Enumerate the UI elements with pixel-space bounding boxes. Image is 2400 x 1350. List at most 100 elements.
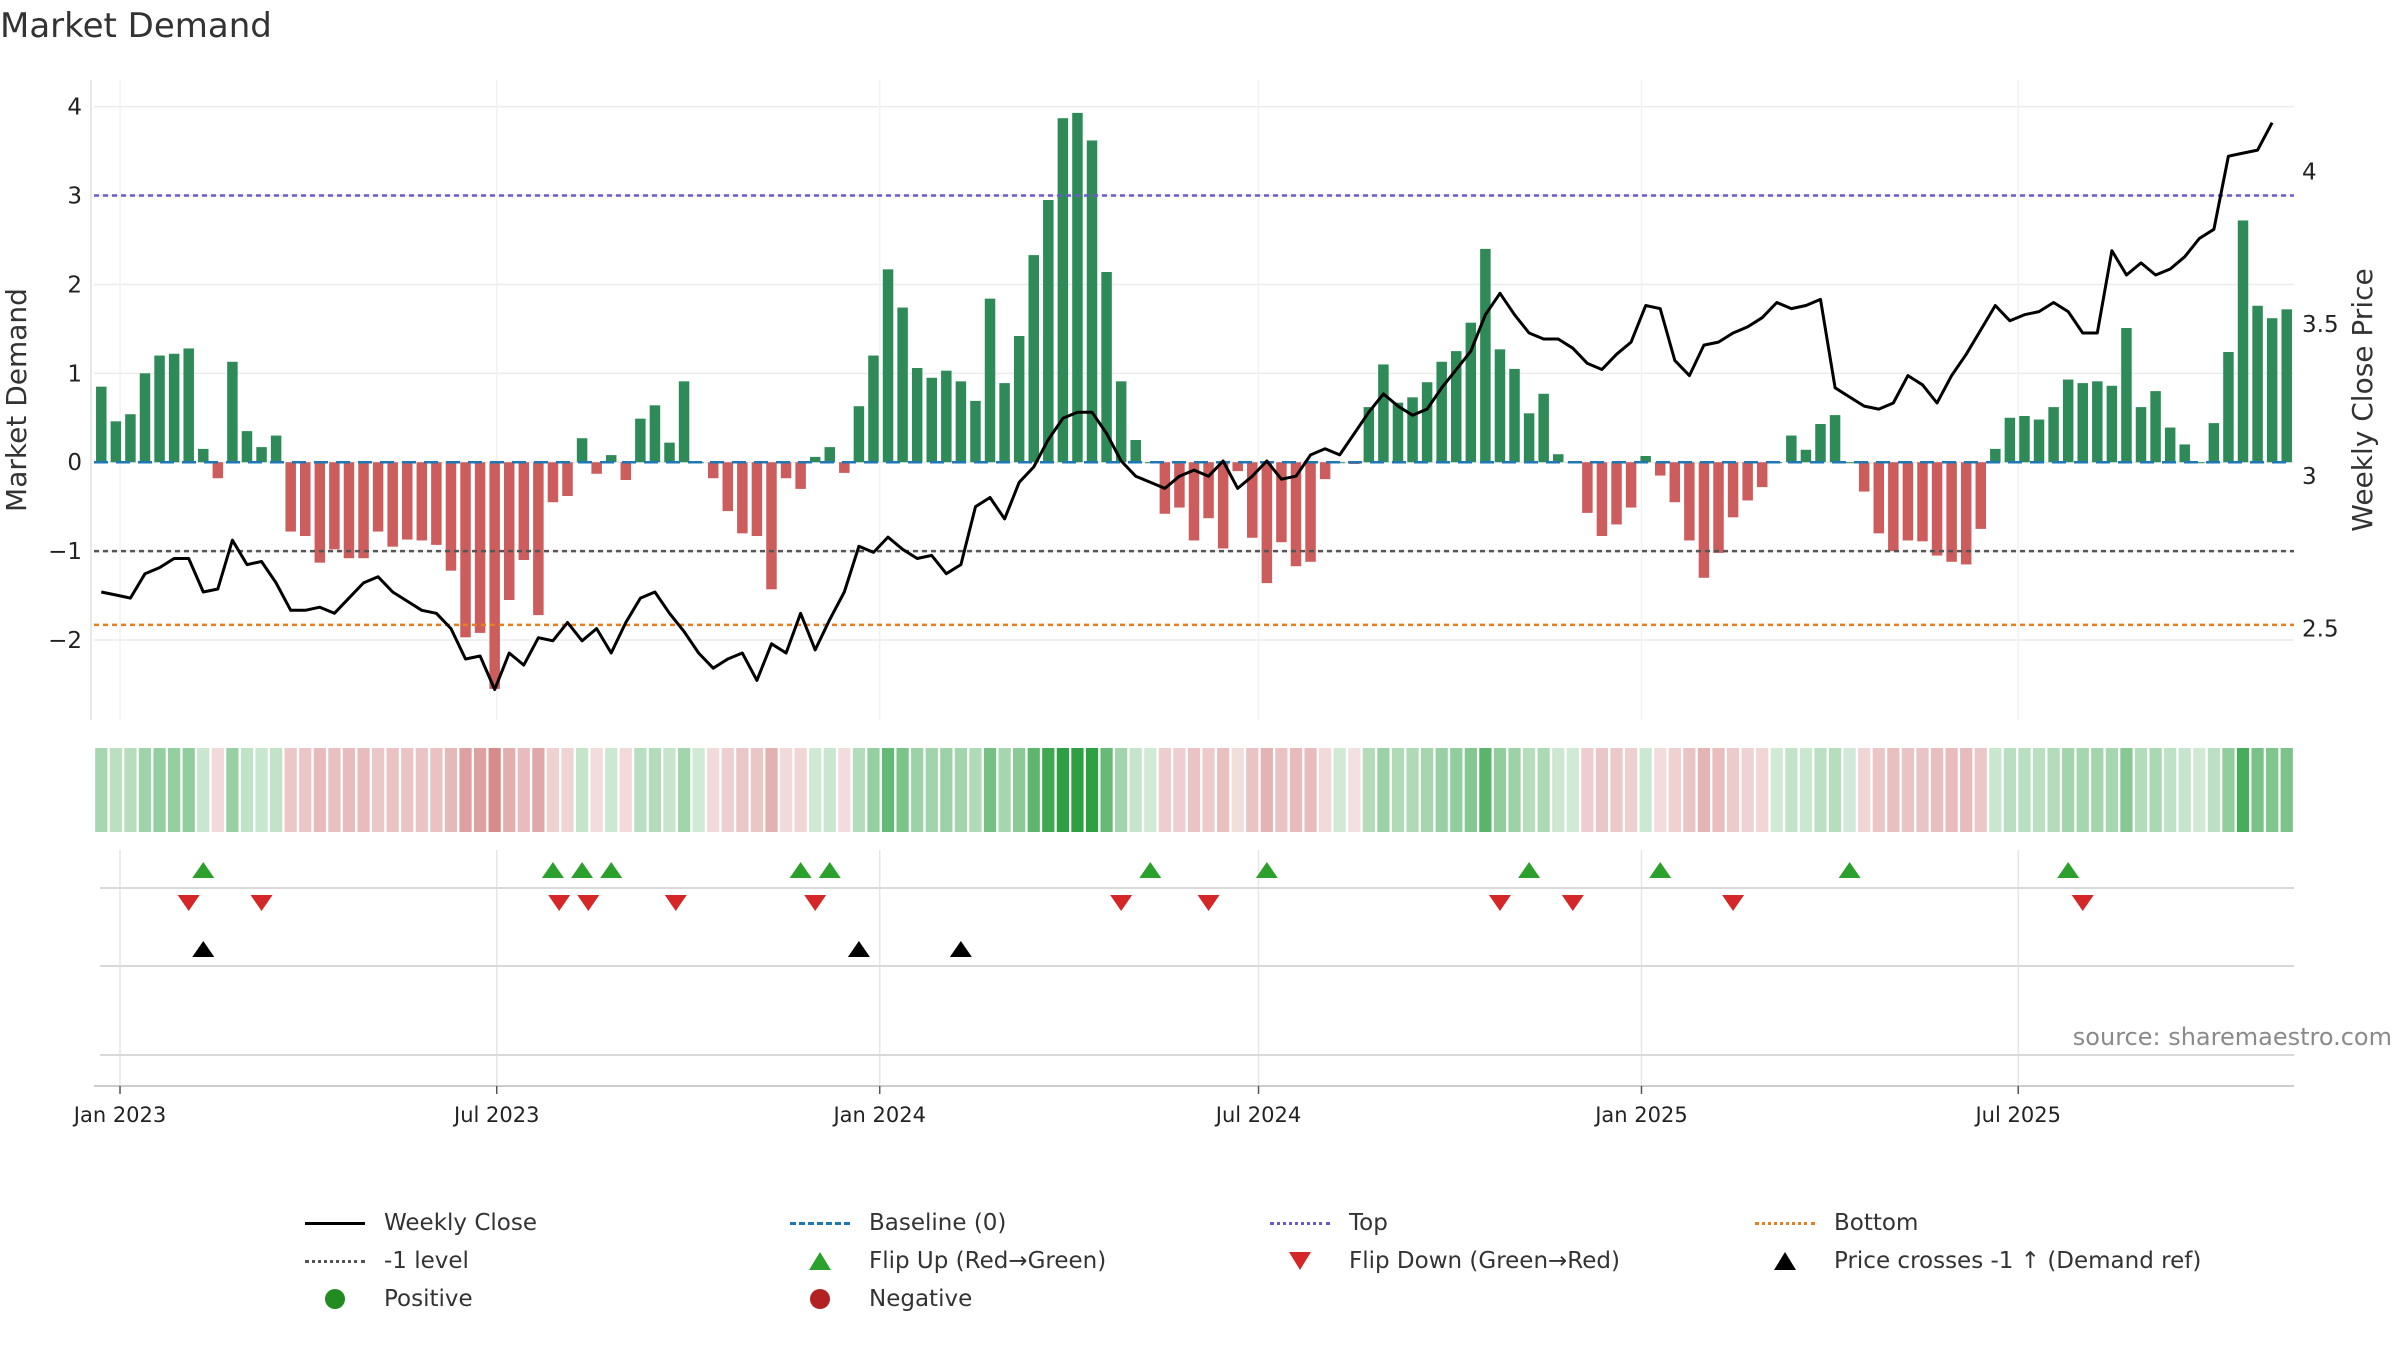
heat-cell xyxy=(109,748,122,832)
heat-cell xyxy=(721,748,734,832)
demand-bar xyxy=(1407,397,1418,463)
heat-cell xyxy=(619,748,632,832)
demand-bar xyxy=(1917,462,1928,542)
heat-cell xyxy=(707,748,720,832)
demand-bar xyxy=(1305,462,1316,562)
demand-bar xyxy=(1115,381,1127,463)
demand-bar xyxy=(416,462,428,541)
heat-cell xyxy=(2236,748,2250,832)
legend-item-negative: Negative xyxy=(785,1286,972,1312)
demand-bar xyxy=(1013,336,1025,463)
heat-cell xyxy=(1202,748,1215,832)
demand-bar xyxy=(1873,462,1885,534)
heat-cell xyxy=(896,748,909,832)
demand-bar xyxy=(1698,462,1710,578)
heat-cell xyxy=(1916,748,1929,832)
heat-cell xyxy=(2178,748,2191,832)
demand-bar xyxy=(1902,462,1914,541)
y-tick-label: 4 xyxy=(67,95,82,121)
flip-down-marker xyxy=(804,895,827,911)
reference-lines xyxy=(94,194,2294,627)
y2-axis-label: Weekly Close Price xyxy=(2346,268,2379,531)
demand-bar xyxy=(503,462,515,600)
heat-cell xyxy=(1056,748,1069,832)
heat-cell xyxy=(1843,748,1856,832)
heat-cell xyxy=(270,748,283,832)
flip-up-marker xyxy=(600,862,623,878)
heat-cell xyxy=(1319,748,1332,832)
heat-cell xyxy=(1333,748,1346,832)
demand-bar xyxy=(2033,419,2045,463)
heat-cell xyxy=(1945,748,1958,832)
demand-bar xyxy=(2252,305,2263,463)
legend-label: Weekly Close xyxy=(384,1210,537,1236)
heat-cell xyxy=(1187,748,1201,832)
heat-cell xyxy=(575,748,589,832)
demand-bar xyxy=(2179,444,2190,463)
demand-bar xyxy=(620,462,632,480)
demand-bar xyxy=(1319,462,1331,480)
heat-cell xyxy=(1406,748,1419,832)
flip-up-marker xyxy=(1838,862,1861,878)
heat-cell xyxy=(605,748,618,832)
y2-tick-label: 3 xyxy=(2302,464,2317,490)
demand-bar xyxy=(1028,255,1039,463)
flip-up-marker xyxy=(1139,862,1162,878)
demand-bar xyxy=(1727,462,1739,518)
gridlines xyxy=(94,80,2294,1085)
heat-cell xyxy=(1697,748,1711,832)
demand-bar xyxy=(1392,402,1404,463)
heat-cell xyxy=(1013,748,1026,832)
flip-up-marker xyxy=(1518,862,1541,878)
heat-cell xyxy=(1595,748,1609,832)
flip-down-marker xyxy=(1197,895,1220,911)
demand-bar xyxy=(2092,381,2103,463)
heat-cell xyxy=(1158,748,1171,832)
demand-bar xyxy=(110,421,122,463)
demand-bar xyxy=(1378,364,1389,463)
demand-bar xyxy=(474,462,486,633)
heat-cell xyxy=(371,748,385,832)
demand-bar xyxy=(1130,440,1141,463)
demand-bar xyxy=(387,462,398,547)
demand-bar xyxy=(198,448,209,463)
heat-cell xyxy=(1260,748,1273,832)
demand-bar xyxy=(2077,383,2088,463)
heat-cell xyxy=(284,748,297,832)
triangle-down-icon xyxy=(1289,1252,1311,1270)
demand-bar xyxy=(1742,462,1753,501)
demand-bar xyxy=(984,298,996,463)
heat-cell xyxy=(95,748,108,832)
flip-down-marker xyxy=(1110,895,1133,911)
legend-item-bottom: Bottom xyxy=(1750,1210,1918,1236)
heat-cell xyxy=(1508,748,1521,832)
demand-bar xyxy=(1261,462,1273,584)
heat-cell xyxy=(940,748,953,832)
heat-strip xyxy=(95,748,2293,832)
heat-cell xyxy=(2032,748,2046,832)
demand-bar xyxy=(445,462,457,571)
demand-bar xyxy=(1946,462,1957,562)
heat-cell xyxy=(1450,748,1463,832)
heat-cell xyxy=(1756,748,1769,832)
heat-cell xyxy=(823,748,836,832)
circle-icon xyxy=(810,1289,830,1309)
demand-bar xyxy=(809,456,821,463)
heat-cell xyxy=(211,748,224,832)
heat-cell xyxy=(1814,748,1827,832)
demand-bar xyxy=(2281,309,2292,463)
heat-cell xyxy=(736,748,749,832)
demand-bar xyxy=(635,418,646,463)
demand-bar xyxy=(780,462,792,479)
heat-cell xyxy=(357,748,370,832)
demand-bar xyxy=(300,462,311,536)
demand-bar xyxy=(431,462,442,545)
heat-cell xyxy=(430,748,443,832)
demand-bar xyxy=(1960,462,1972,565)
demand-bar xyxy=(839,462,850,473)
heat-cell xyxy=(881,748,895,832)
demand-bar xyxy=(1072,112,1083,463)
price-cross-marker xyxy=(949,941,972,957)
flip-down-marker xyxy=(577,895,600,911)
heat-cell xyxy=(1304,748,1317,832)
